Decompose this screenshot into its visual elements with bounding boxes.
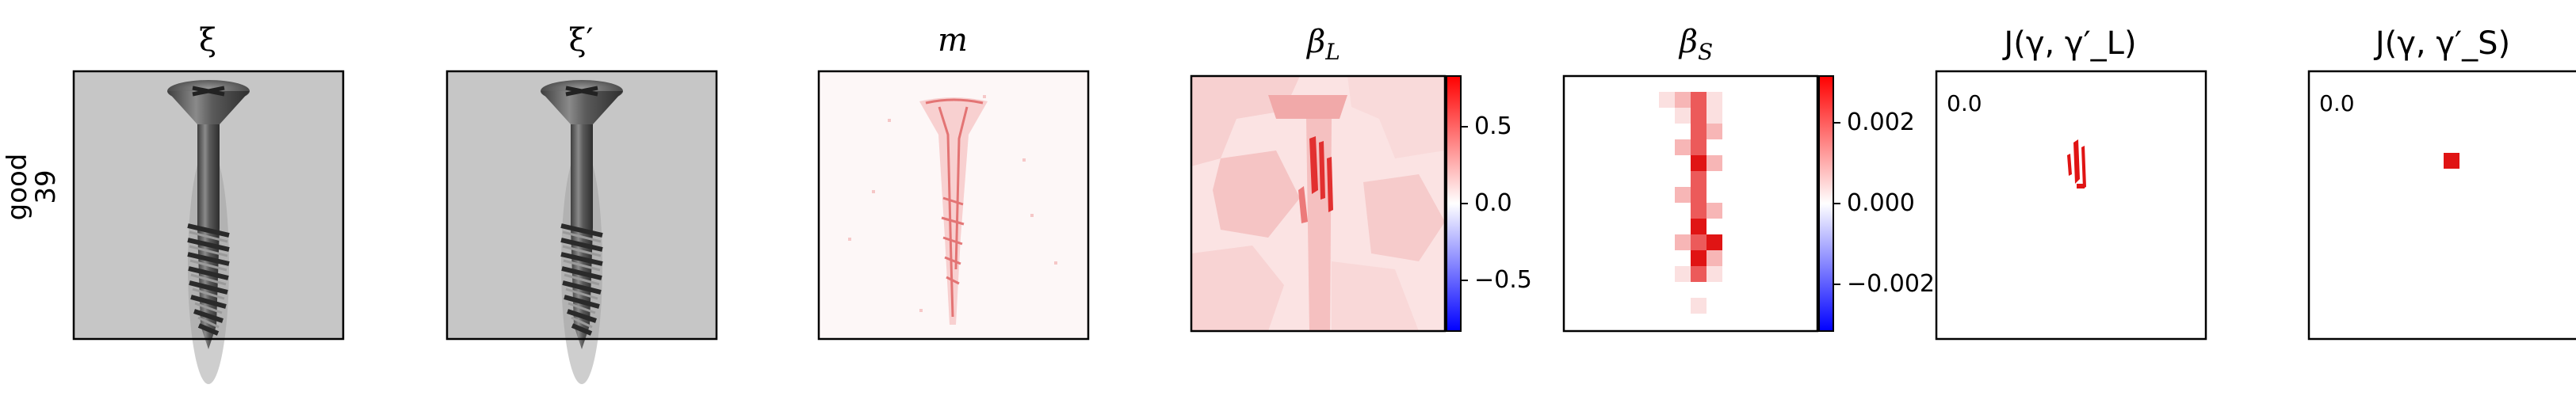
title-beta-s-sub: S (1697, 39, 1714, 65)
title-m: m (938, 22, 968, 59)
colorbar-l-tick-neg: −0.5 (1474, 266, 1532, 294)
title-xi-prime: ξ′ (568, 22, 594, 59)
title-j-l: J(γ, γ′_L) (2004, 25, 2137, 62)
title-beta-l-main: β (1307, 24, 1326, 60)
j-l-value: 0.0 (1947, 90, 1982, 116)
title-beta-l: βL (1189, 24, 1458, 65)
panel-j-s (2307, 70, 2576, 341)
panel-beta-l (1190, 74, 1468, 333)
panel-beta-s (1562, 74, 1840, 333)
title-beta-l-sub: L (1325, 39, 1340, 65)
colorbar-s-tick-pos: 0.002 (1847, 109, 1915, 136)
colorbar-l-tick-pos: 0.5 (1474, 112, 1512, 140)
title-beta-s: βS (1561, 24, 1831, 65)
panel-xi (72, 70, 345, 384)
colorbar-l-tick-zero: 0.0 (1474, 189, 1512, 217)
panel-xi-prime (445, 70, 718, 384)
colorbar-s-tick-neg: −0.002 (1847, 270, 1936, 298)
title-j-s: J(γ, γ′_S) (2375, 25, 2511, 62)
title-beta-s-main: β (1679, 24, 1698, 60)
panel-j-l (1935, 70, 2207, 341)
j-s-value: 0.0 (2319, 90, 2355, 116)
panel-m (817, 70, 1090, 341)
colorbar-s-tick-zero: 0.000 (1847, 189, 1915, 217)
title-xi: ξ (198, 22, 217, 59)
